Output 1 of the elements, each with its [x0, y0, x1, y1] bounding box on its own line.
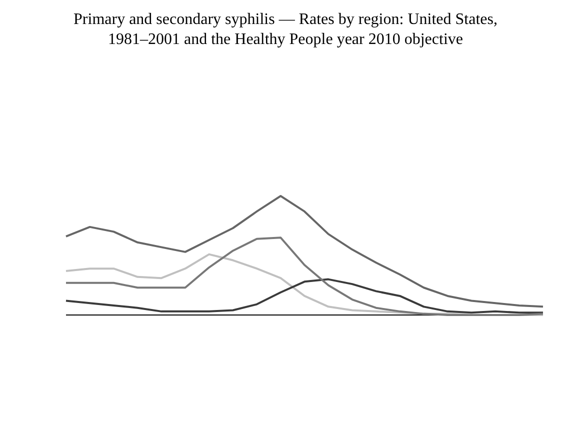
chart-title: Primary and secondary syphilis — Rates by region: United States, 1981–2001 and the Healthy People year 2010 objective	[74, 11, 498, 48]
